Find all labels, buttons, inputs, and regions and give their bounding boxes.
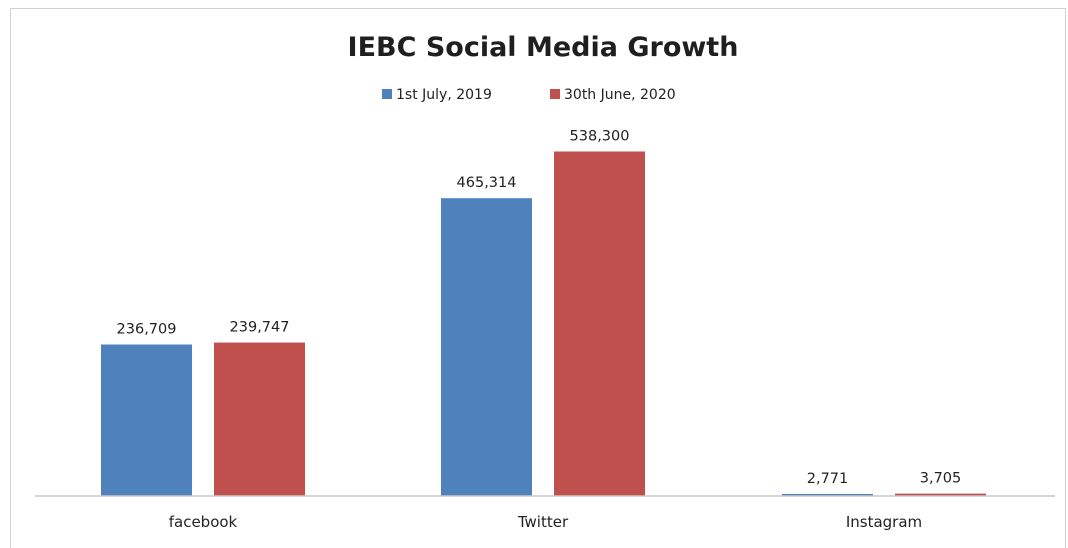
- legend-swatch-1: [382, 89, 392, 99]
- data-label-group: 236,709 239,747 465,314 538,300 2,771 3,705: [117, 128, 962, 487]
- category-label-group: facebook Twitter Instagram: [169, 513, 922, 531]
- data-label-instagram-series-1: 2,771: [807, 471, 849, 487]
- bar-group: [101, 151, 986, 496]
- bar-twitter-series-2: [554, 151, 645, 496]
- category-label-twitter: Twitter: [517, 513, 569, 531]
- data-label-facebook-series-2: 239,747: [230, 320, 290, 336]
- data-label-facebook-series-1: 236,709: [117, 322, 177, 338]
- legend-swatch-2: [550, 89, 560, 99]
- data-label-twitter-series-1: 465,314: [457, 175, 517, 191]
- category-label-instagram: Instagram: [846, 513, 922, 531]
- bar-twitter-series-1: [441, 198, 532, 496]
- chart-legend: 1st July, 2019 30th June, 2020: [382, 87, 676, 103]
- bar-instagram-series-2: [895, 493, 986, 496]
- bar-facebook-series-2: [214, 342, 305, 496]
- category-label-facebook: facebook: [169, 513, 238, 531]
- data-label-instagram-series-2: 3,705: [920, 471, 962, 487]
- data-label-twitter-series-2: 538,300: [570, 128, 630, 144]
- bar-instagram-series-1: [782, 494, 873, 496]
- legend-label-1: 1st July, 2019: [396, 87, 492, 103]
- legend-label-2: 30th June, 2020: [564, 87, 676, 103]
- bar-facebook-series-1: [101, 344, 192, 496]
- chart-title: IEBC Social Media Growth: [348, 32, 739, 63]
